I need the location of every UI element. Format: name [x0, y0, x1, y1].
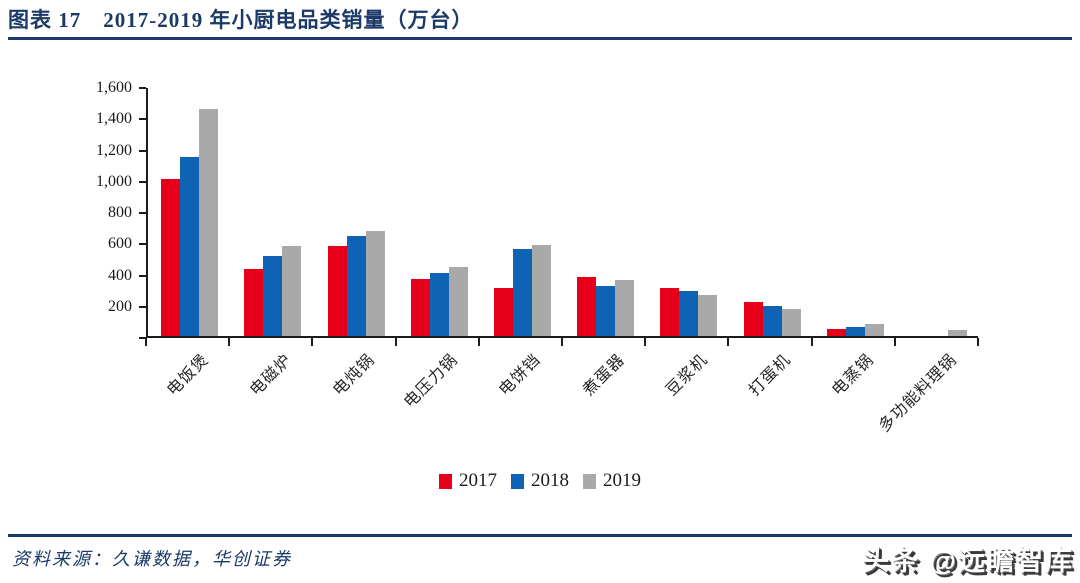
legend-item-2019: 2019: [583, 470, 641, 492]
bar-2019: [199, 109, 219, 336]
x-axis-tick: [893, 338, 896, 346]
y-axis-label: 1,600: [96, 79, 132, 96]
bar-2019: [448, 267, 468, 336]
x-axis-tick: [810, 338, 813, 346]
bar-group-9: [826, 323, 884, 336]
category-label: 电饼铛: [496, 351, 545, 400]
y-axis-label: 1,400: [96, 110, 132, 128]
bar-2019: [864, 323, 884, 336]
figure-title-text: 2017-2019 年小厨电品类销量（万台）: [103, 8, 474, 32]
y-axis-tick: [139, 243, 146, 246]
bar-group-8: [743, 302, 801, 336]
bar-group-2: [244, 246, 302, 336]
category-label: 煮蛋器: [579, 351, 628, 400]
bar-2017: [161, 179, 181, 336]
bar-2018: [180, 157, 200, 336]
figure-label: 图表 17: [8, 8, 82, 32]
bar-2017: [660, 288, 680, 336]
x-axis-tick: [561, 338, 563, 346]
bar-2017: [410, 279, 430, 336]
bar-2019: [781, 308, 801, 336]
bar-group-7: [660, 288, 718, 336]
bar-2017: [493, 288, 513, 336]
x-axis-tick: [977, 338, 979, 346]
bar-2017: [327, 246, 347, 336]
y-axis-label: 200: [108, 297, 132, 315]
toutiao-watermark: 头条 @远瞻智库: [862, 546, 1074, 576]
bar-group-6: [577, 277, 635, 336]
x-axis-tick: [477, 338, 480, 346]
x-axis-tick: [311, 338, 314, 346]
bar-2019: [282, 246, 302, 336]
category-label: 电蒸锅: [829, 351, 878, 400]
category-label: 电炖锅: [330, 351, 379, 400]
bar-2018: [679, 290, 699, 336]
bar-2019: [531, 244, 551, 336]
category-label: 电磁炉: [246, 351, 296, 400]
y-axis-tick: [139, 337, 146, 339]
bar-2018: [596, 286, 616, 336]
y-axis-label: 1,000: [96, 172, 132, 190]
bar-group-10: [910, 329, 967, 336]
bar-2017: [577, 277, 597, 336]
bar-2017: [244, 268, 264, 336]
legend-swatch-2017: [439, 473, 452, 489]
bar-2017: [826, 329, 846, 336]
x-axis-tick: [228, 338, 231, 346]
y-axis-label: 600: [108, 235, 132, 253]
bar-2018: [429, 272, 449, 336]
chart-legend: 2017 2018 2019: [0, 470, 1080, 492]
y-axis-tick: [139, 149, 146, 152]
footer-divider-line: [8, 534, 1072, 537]
legend-item-2017: 2017: [439, 470, 497, 492]
bar-2019: [947, 329, 967, 336]
y-axis-label: 1,200: [96, 141, 132, 159]
y-axis-label: 400: [108, 266, 132, 284]
legend-label: 2019: [603, 470, 641, 491]
legend-item-2018: 2018: [511, 470, 569, 492]
category-label: 打蛋机: [746, 351, 795, 400]
bar-2018: [512, 248, 532, 336]
source-note: 资料来源：久谦数据，华创证券: [12, 549, 292, 569]
y-axis-tick: [139, 118, 146, 121]
bar-group-4: [410, 267, 468, 336]
category-label: 电饭煲: [163, 351, 212, 400]
y-axis-tick: [139, 180, 146, 183]
x-axis-tick: [394, 338, 397, 346]
bar-2019: [615, 279, 635, 336]
y-axis-tick: [139, 274, 146, 277]
bar-2018: [263, 256, 283, 336]
y-axis-label: 800: [108, 204, 132, 221]
y-axis-tick: [139, 87, 146, 89]
category-label: 电压力锅: [401, 351, 462, 412]
x-axis-tick: [727, 338, 730, 346]
bar-2017: [743, 302, 763, 336]
bar-group-3: [327, 231, 385, 336]
plot-area: [146, 88, 978, 338]
legend-label: 2018: [531, 470, 569, 491]
y-axis-tick: [139, 212, 146, 214]
figure-title: 图表 17 2017-2019 年小厨电品类销量（万台）: [8, 4, 474, 34]
category-label: 多功能料理锅: [876, 351, 961, 436]
legend-label: 2017: [459, 470, 497, 491]
title-divider-line: [8, 37, 1072, 40]
legend-swatch-2018: [511, 473, 524, 489]
x-axis-tick: [145, 338, 147, 346]
bar-2019: [698, 294, 718, 336]
bar-2018: [845, 327, 865, 336]
bar-2018: [346, 236, 366, 336]
bar-2018: [762, 305, 782, 336]
bar-group-1: [161, 109, 219, 336]
x-axis-tick: [644, 338, 647, 346]
bar-2019: [365, 231, 385, 336]
category-label: 豆浆机: [662, 351, 712, 400]
y-axis-tick: [139, 305, 146, 308]
bar-group-5: [493, 244, 551, 336]
legend-swatch-2019: [583, 473, 596, 489]
